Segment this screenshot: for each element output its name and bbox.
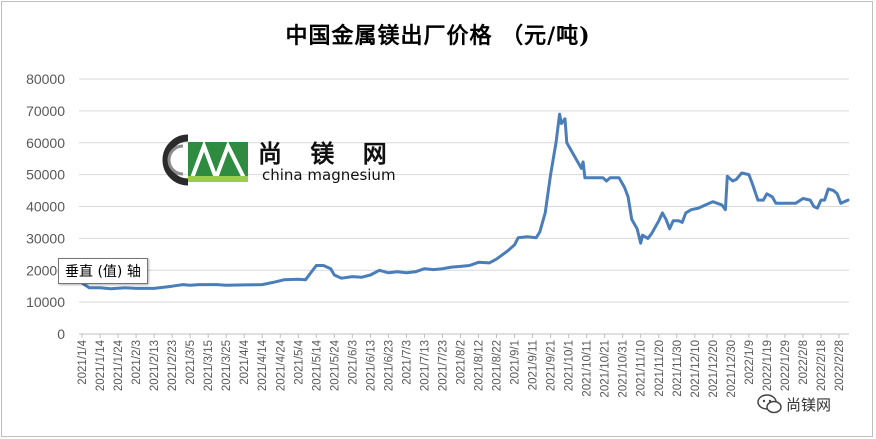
x-tick-label: 2021/6/23 — [383, 340, 395, 391]
x-tick-label: 2021/10/21 — [600, 340, 612, 398]
x-tick-label: 2021/8/12 — [474, 340, 486, 391]
x-tick-label: 2021/2/3 — [131, 340, 143, 385]
x-tick-label: 2021/11/30 — [672, 340, 684, 397]
price-series-line — [80, 112, 850, 291]
x-tick-label: 2021/4/4 — [239, 339, 251, 384]
x-tick-label: 2021/3/25 — [221, 340, 233, 391]
x-tick-label: 2021/9/11 — [528, 340, 540, 390]
y-tick-label: 40000 — [26, 199, 65, 215]
y-tick-label: 50000 — [26, 167, 65, 183]
x-tick-label: 2022/1/9 — [744, 340, 756, 385]
x-tick-label: 2021/1/14 — [95, 339, 107, 391]
x-tick-label: 2022/2/18 — [816, 340, 828, 391]
logo-brand-english: china magnesium — [262, 166, 396, 184]
x-tick-label: 2021/4/14 — [257, 339, 269, 391]
x-tick-label: 2022/2/28 — [834, 340, 846, 391]
x-tick-label: 2021/12/10 — [690, 340, 702, 398]
x-tick-label: 2021/3/15 — [203, 340, 215, 391]
y-tick-label: 10000 — [26, 294, 65, 310]
chart-title: 中国金属镁出厂价格 （元/吨) — [285, 23, 591, 49]
y-tick-label: 30000 — [26, 230, 65, 246]
x-tick-label: 2021/7/23 — [437, 340, 449, 391]
x-tick-label: 2021/10/11 — [582, 340, 594, 397]
cm-logo — [152, 132, 392, 188]
x-tick-label: 2021/2/23 — [167, 340, 179, 391]
logo-brand-chinese: 尚 镁 网 — [258, 140, 397, 168]
x-tick-label: 2021/4/24 — [275, 339, 287, 391]
x-tick-label: 2021/1/24 — [113, 339, 125, 391]
x-tick-label: 2021/3/5 — [185, 340, 197, 385]
axis-tooltip: 垂直 (值) 轴 — [58, 258, 148, 284]
x-tick-label: 2021/10/31 — [618, 340, 630, 398]
x-tick-label: 2021/7/3 — [401, 340, 413, 385]
x-tick-label: 2021/12/30 — [726, 340, 738, 398]
x-tick-label: 2021/5/14 — [311, 339, 323, 391]
x-tick-label: 2022/2/8 — [798, 340, 810, 385]
x-tick-label: 2021/8/2 — [456, 340, 468, 385]
x-tick-label: 2021/12/20 — [708, 340, 720, 398]
y-tick-label: 0 — [57, 326, 65, 342]
x-tick-label: 2021/10/1 — [564, 340, 576, 391]
y-tick-label: 70000 — [26, 103, 65, 119]
x-tick-label: 2021/6/3 — [347, 340, 359, 385]
wechat-icon — [757, 394, 782, 414]
x-tick-label: 2022/1/19 — [762, 340, 774, 391]
x-tick-label: 2022/1/29 — [780, 340, 792, 391]
y-tick-label: 20000 — [26, 262, 65, 278]
watermark-text: 尚镁网 — [786, 396, 832, 414]
x-tick-label: 2021/1/4 — [77, 339, 89, 384]
x-tick-label: 2021/11/10 — [636, 340, 648, 397]
x-tick-label: 2021/9/21 — [546, 340, 558, 391]
x-tick-label: 2021/11/20 — [654, 340, 666, 397]
x-tick-label: 2021/5/4 — [293, 339, 305, 384]
y-tick-label: 60000 — [26, 135, 65, 151]
x-tick-label: 2021/7/13 — [419, 340, 431, 391]
x-tick-label: 2021/5/24 — [329, 339, 341, 391]
y-tick-label: 80000 — [26, 71, 65, 87]
x-tick-label: 2021/6/13 — [365, 340, 377, 391]
x-tick-label: 2021/2/13 — [149, 340, 161, 391]
x-tick-label: 2021/8/22 — [492, 340, 504, 391]
x-tick-label: 2021/9/1 — [510, 340, 522, 385]
